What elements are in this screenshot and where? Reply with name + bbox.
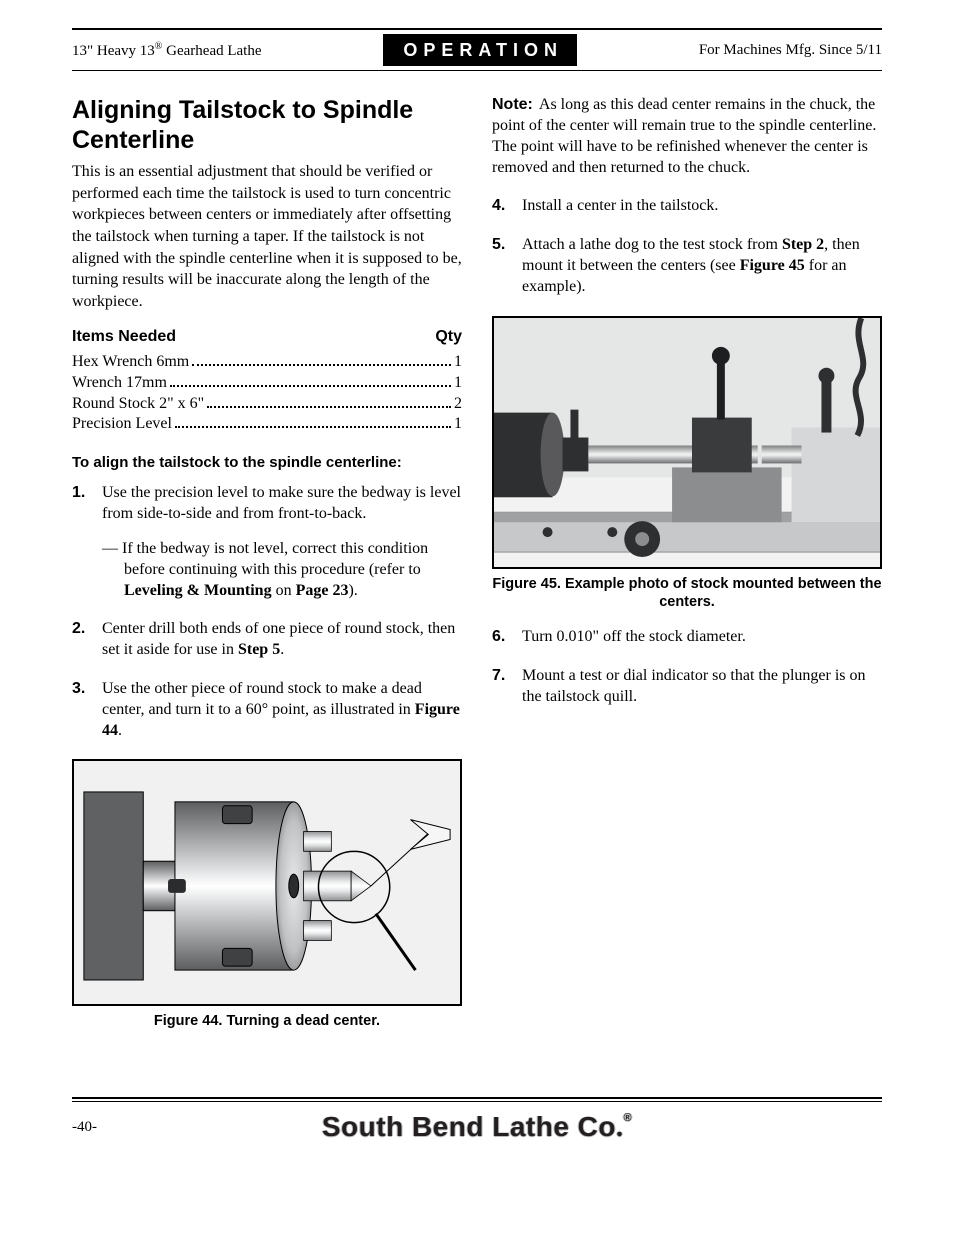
company-name: South Bend Lathe Co.® <box>132 1108 822 1147</box>
note-block: Note:As long as this dead center remains… <box>492 95 882 178</box>
step-body: Center drill both ends of one piece of r… <box>102 619 462 661</box>
step-body: Turn 0.010" off the stock diameter. <box>522 627 882 648</box>
step-body: Use the other piece of round stock to ma… <box>102 679 462 741</box>
item-row: Precision Level 1 <box>72 414 462 435</box>
note-body: As long as this dead center remains in t… <box>492 96 876 175</box>
step: 6.Turn 0.010" off the stock diameter. <box>492 627 882 648</box>
item-row: Wrench 17mm 1 <box>72 373 462 394</box>
page-footer: -40- South Bend Lathe Co.® <box>72 1102 882 1147</box>
step: 1.Use the precision level to make sure t… <box>72 483 462 601</box>
figure-45-caption: Figure 45. Example photo of stock mounte… <box>492 575 882 611</box>
step: 2.Center drill both ends of one piece of… <box>72 619 462 661</box>
step: 7.Mount a test or dial indicator so that… <box>492 666 882 708</box>
step-number: 5. <box>492 235 522 297</box>
substep: — If the bedway is not level, correct th… <box>102 539 462 601</box>
figure-44 <box>72 759 462 1006</box>
step: 3.Use the other piece of round stock to … <box>72 679 462 741</box>
items-list: Hex Wrench 6mm 1Wrench 17mm 1Round Stock… <box>72 352 462 435</box>
figure-45-svg <box>494 318 880 567</box>
step-body: Use the precision level to make sure the… <box>102 483 462 601</box>
step-number: 7. <box>492 666 522 708</box>
item-name: Round Stock 2" x 6" <box>72 394 204 415</box>
step-number: 1. <box>72 483 102 601</box>
item-name: Wrench 17mm <box>72 373 167 394</box>
note-label: Note: <box>492 96 533 113</box>
step-body: Attach a lathe dog to the test stock fro… <box>522 235 882 297</box>
step-body: Mount a test or dial indicator so that t… <box>522 666 882 708</box>
step-number: 3. <box>72 679 102 741</box>
page-number: -40- <box>72 1117 132 1137</box>
item-name: Precision Level <box>72 414 172 435</box>
item-qty: 1 <box>454 352 462 373</box>
items-header: Items Needed Qty <box>72 326 462 348</box>
header-right: For Machines Mfg. Since 5/11 <box>699 40 882 60</box>
figure-45 <box>492 316 882 569</box>
step-number: 2. <box>72 619 102 661</box>
page-header: 13" Heavy 13® Gearhead Lathe OPERATION F… <box>72 30 882 68</box>
step: 4.Install a center in the tailstock. <box>492 196 882 217</box>
procedure-lead: To align the tailstock to the spindle ce… <box>72 453 462 473</box>
left-column: Aligning Tailstock to Spindle Centerline… <box>72 95 462 1046</box>
intro-paragraph: This is an essential adjustment that sho… <box>72 161 462 312</box>
item-row: Round Stock 2" x 6" 2 <box>72 394 462 415</box>
item-qty: 2 <box>454 394 462 415</box>
section-title: Aligning Tailstock to Spindle Centerline <box>72 95 462 155</box>
step-number: 6. <box>492 627 522 648</box>
step-number: 4. <box>492 196 522 217</box>
header-badge: OPERATION <box>383 34 577 66</box>
figure-44-caption: Figure 44. Turning a dead center. <box>72 1012 462 1030</box>
step: 5.Attach a lathe dog to the test stock f… <box>492 235 882 297</box>
items-header-right: Qty <box>435 326 462 348</box>
steps-right-a: 4.Install a center in the tailstock.5.At… <box>492 196 882 297</box>
step-body: Install a center in the tailstock. <box>522 196 882 217</box>
item-row: Hex Wrench 6mm 1 <box>72 352 462 373</box>
items-header-left: Items Needed <box>72 326 176 348</box>
item-qty: 1 <box>454 373 462 394</box>
item-name: Hex Wrench 6mm <box>72 352 189 373</box>
item-qty: 1 <box>454 414 462 435</box>
steps-right-b: 6.Turn 0.010" off the stock diameter.7.M… <box>492 627 882 707</box>
header-left: 13" Heavy 13® Gearhead Lathe <box>72 40 262 61</box>
figure-44-svg <box>74 761 460 1004</box>
steps-left: 1.Use the precision level to make sure t… <box>72 483 462 741</box>
right-column: Note:As long as this dead center remains… <box>492 95 882 1046</box>
